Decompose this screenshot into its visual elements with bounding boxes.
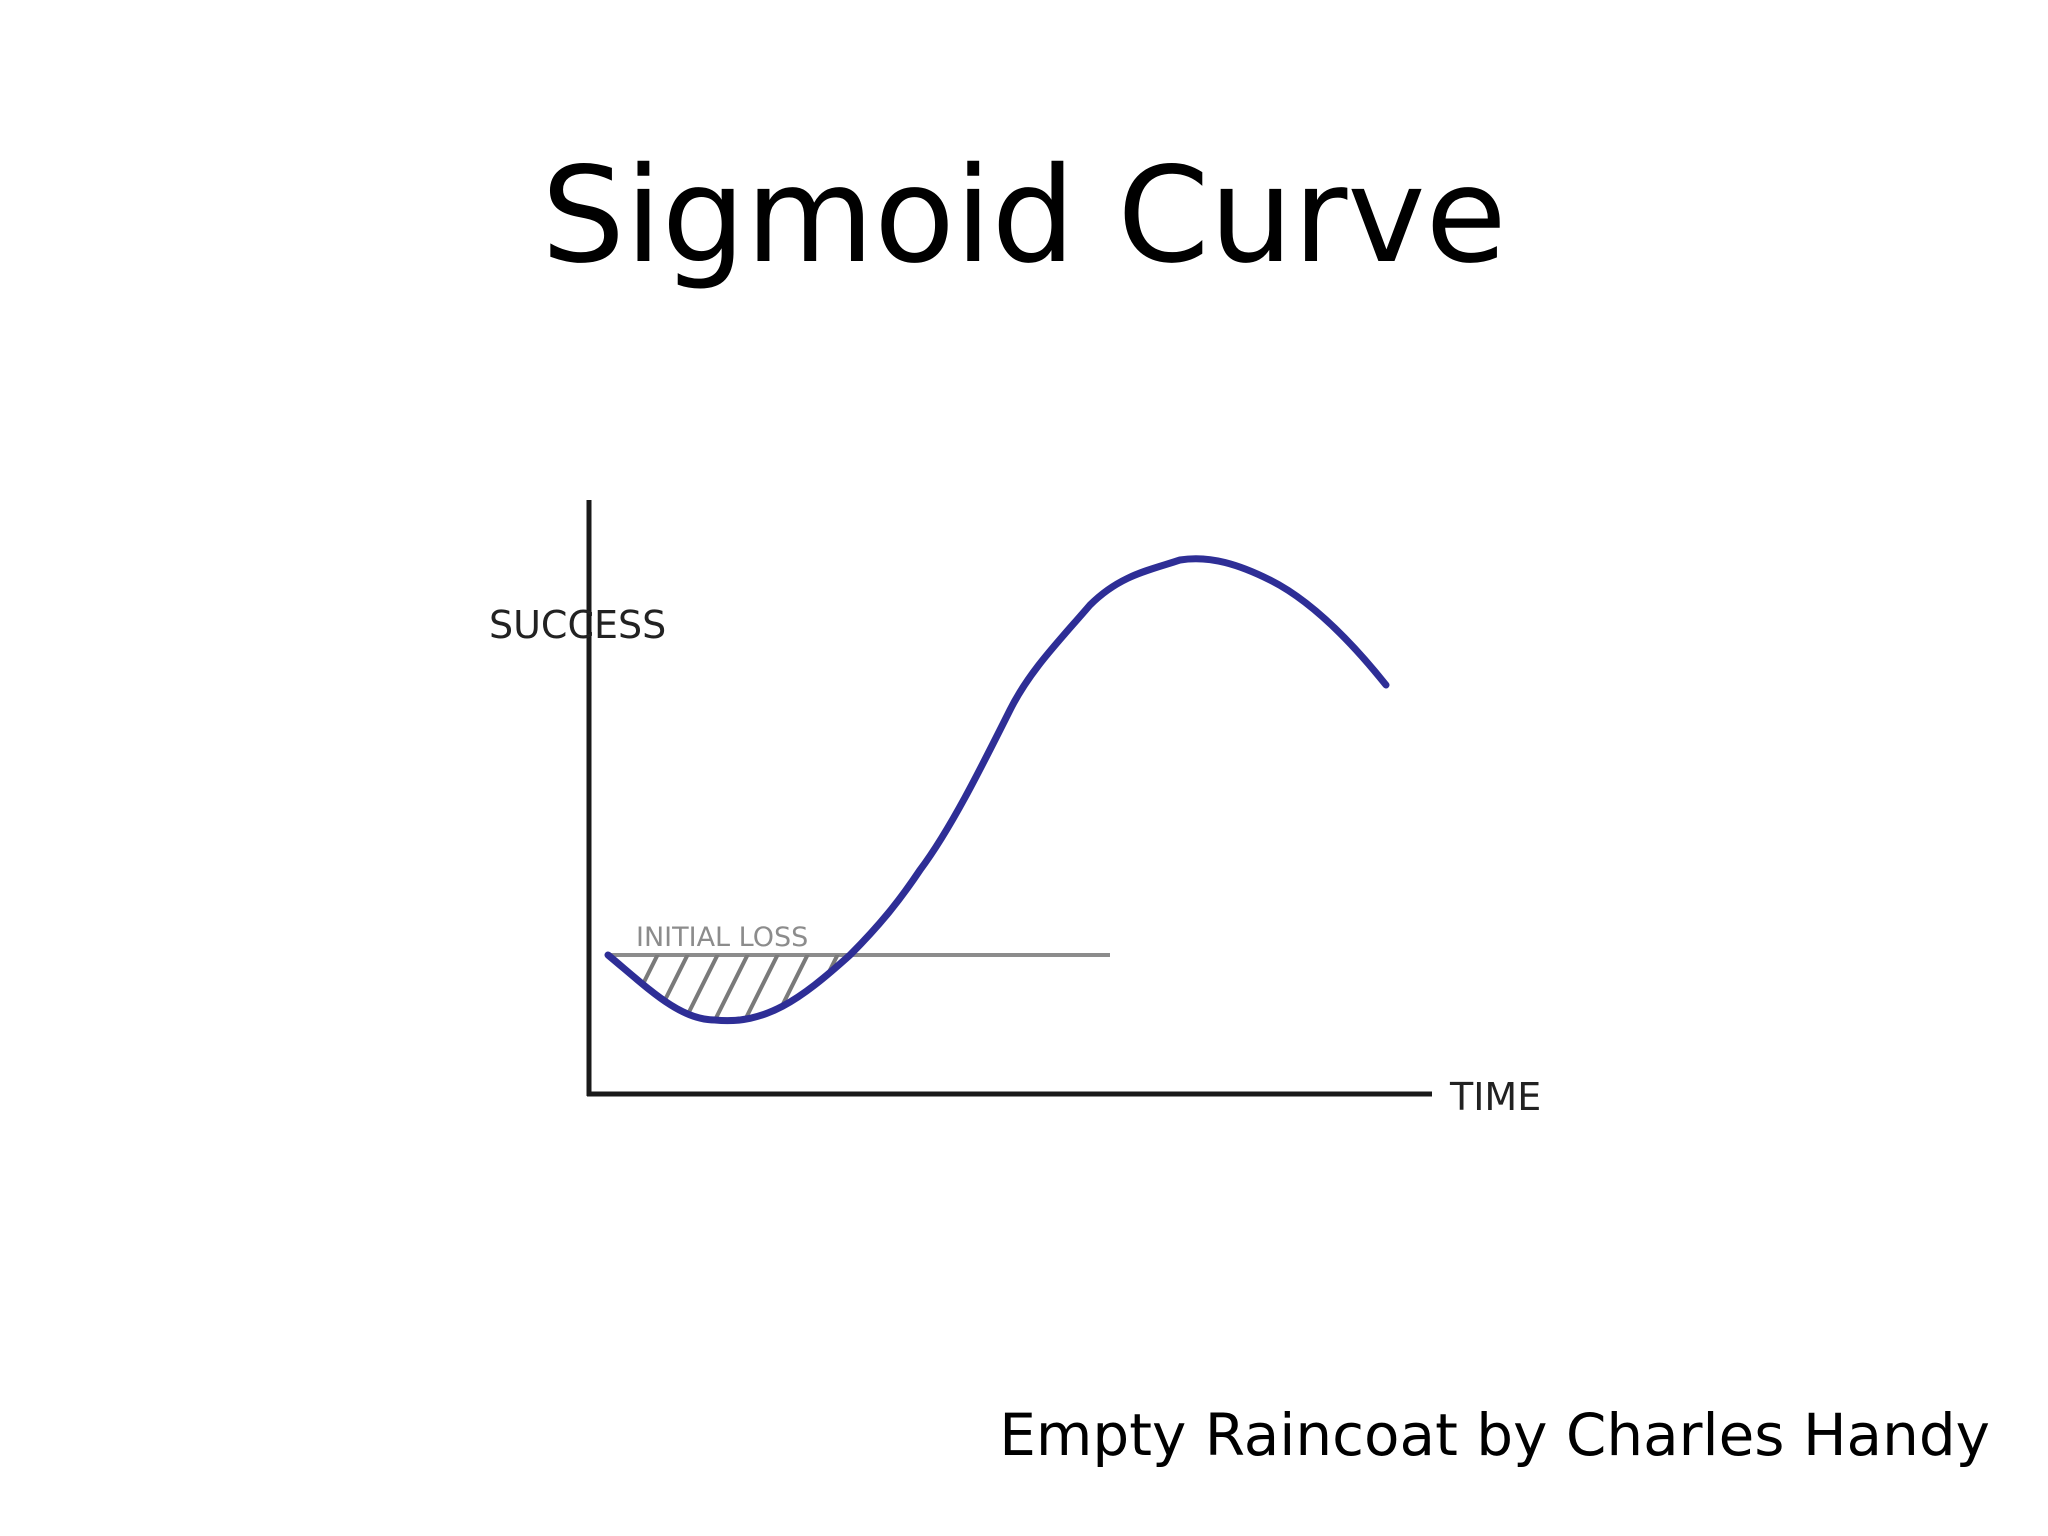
slide-title: Sigmoid Curve [541,139,1507,293]
sigmoid-curve [604,555,1390,1025]
slide-credit: Empty Raincoat by Charles Handy [999,1401,1990,1469]
x-axis-label: TIME [1449,1075,1541,1119]
initial-loss-label: INITIAL LOSS [636,922,808,953]
y-axis-label: SUCCESS [489,603,666,647]
